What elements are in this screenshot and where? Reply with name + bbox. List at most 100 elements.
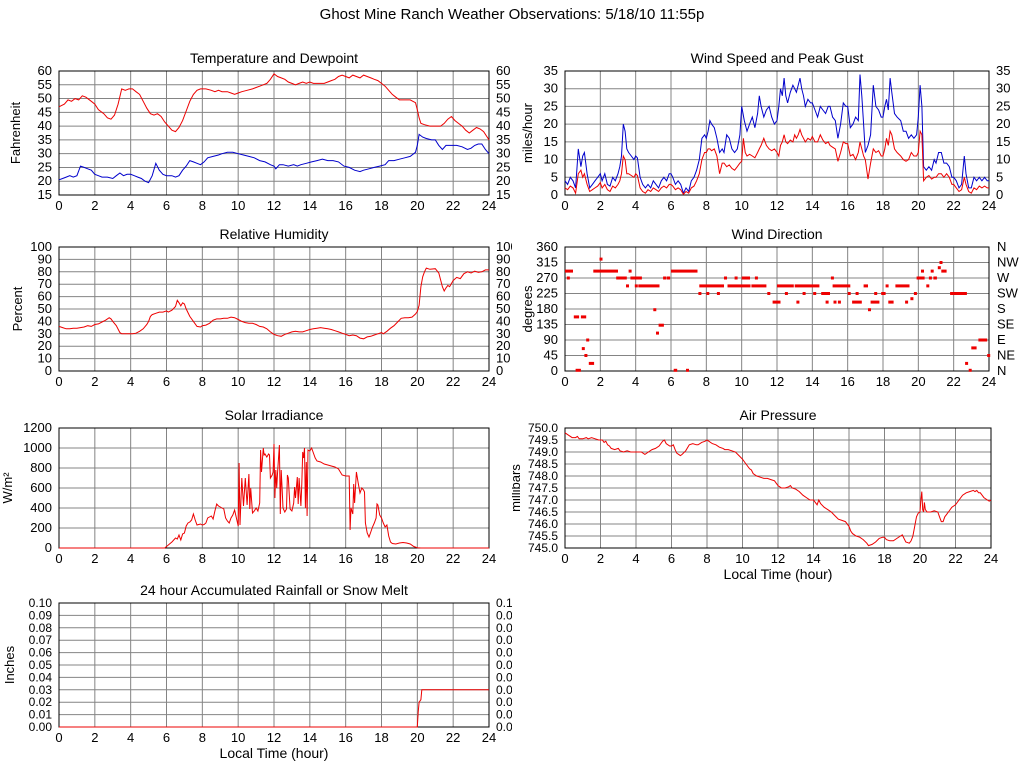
x-tick-label: 22 (948, 551, 962, 566)
y-tick-label: 15 (544, 134, 558, 149)
compass-label: N (997, 363, 1006, 378)
x-tick-label: 8 (199, 198, 206, 213)
y-tick-label: 25 (496, 159, 510, 174)
y-tick-label: 40 (496, 118, 510, 133)
y-tick-label: 0 (996, 187, 1003, 202)
x-tick-label: 16 (840, 198, 854, 213)
x-axis-tick-labels: 0 2 4 6 8 10 12 14 16 18 20 22 24 (55, 198, 496, 213)
y-tick-label: 60 (496, 289, 510, 304)
y-tick-label: 0 (551, 363, 558, 378)
y-tick-label: 1200 (23, 420, 52, 435)
plot-frame (58, 70, 490, 196)
y-axis-tick-labels-left: 0 200 400 600 800 1000 1200 (23, 420, 52, 555)
y-tick-label: 225 (536, 286, 558, 301)
x-tick-label: 6 (667, 198, 674, 213)
y-tick-label: 748.5 (528, 457, 558, 471)
series-relative-humidity (58, 267, 489, 340)
y-tick-label: 40 (38, 118, 52, 133)
y-tick-label: 100 (496, 239, 512, 254)
y-tick-label: 0.00 (496, 720, 512, 734)
x-tick-label: 14 (805, 198, 819, 213)
y-tick-label: 40 (38, 313, 52, 328)
y-tick-label: 10 (996, 152, 1010, 167)
x-tick-label: 6 (163, 374, 170, 389)
y-axis-label: Fahrenheit (8, 102, 23, 165)
chart-relative-humidity: 0 10 20 30 40 50 60 70 80 90 100 0 10 20 30 40 50 60 70 80 9… (0, 222, 518, 407)
y-tick-label: 0.01 (29, 708, 53, 722)
y-tick-label: 0.08 (496, 621, 512, 635)
x-tick-label: 0 (55, 551, 62, 566)
y-tick-label: 60 (38, 289, 52, 304)
x-tick-label: 22 (946, 374, 960, 389)
x-tick-label: 20 (410, 730, 424, 745)
x-tick-label: 14 (303, 374, 317, 389)
y-tick-label: 0.06 (29, 646, 53, 660)
y-tick-label: 90 (496, 251, 510, 266)
grid-lines (59, 603, 489, 727)
temperature-figure: 1520253035404550556015202530354045505560… (8, 50, 510, 213)
x-tick-label: 2 (91, 374, 98, 389)
x-tick-label: 2 (91, 198, 98, 213)
y-tick-label: 15 (996, 134, 1010, 149)
x-tick-label: 24 (482, 730, 496, 745)
y-tick-label: 10 (38, 351, 52, 366)
x-tick-label: 0 (561, 551, 568, 566)
x-tick-label: 6 (163, 730, 170, 745)
chart-title: Air Pressure (739, 407, 816, 423)
x-tick-label: 24 (984, 551, 998, 566)
x-tick-label: 4 (632, 374, 639, 389)
y-tick-label: 400 (30, 500, 52, 515)
x-tick-label: 4 (127, 730, 134, 745)
y-tick-label: 0.09 (496, 608, 512, 622)
x-tick-label: 16 (338, 730, 352, 745)
y-tick-label: 200 (30, 520, 52, 535)
x-tick-label: 4 (127, 374, 134, 389)
plot-frame (564, 70, 990, 196)
compass-label: SE (997, 317, 1015, 332)
x-tick-label: 2 (597, 374, 604, 389)
y-axis-tick-labels-left: 0.000.010.020.030.040.050.060.070.080.09… (29, 596, 53, 734)
x-tick-label: 14 (303, 198, 317, 213)
compass-label: N (997, 239, 1006, 254)
x-tick-label: 4 (127, 198, 134, 213)
x-tick-label: 4 (127, 551, 134, 566)
x-tick-label: 10 (734, 198, 748, 213)
y-axis-tick-labels-right: 0.000.010.020.030.040.050.060.070.080.09… (496, 596, 520, 734)
page-title: Ghost Mine Ranch Weather Observations: 5… (319, 6, 705, 23)
y-tick-label: 746.5 (528, 505, 558, 519)
y-tick-label: 10 (496, 351, 510, 366)
y-tick-label: 25 (996, 98, 1010, 113)
series-dewpoint (58, 133, 490, 184)
grid-lines (565, 247, 989, 371)
chart-title: Relative Humidity (220, 226, 329, 242)
y-tick-label: 0.09 (29, 608, 53, 622)
compass-label: W (997, 270, 1010, 285)
y-tick-label: 30 (38, 146, 52, 161)
x-tick-label: 14 (303, 551, 317, 566)
y-tick-label: 745.0 (528, 541, 558, 555)
y-tick-label: 747.5 (528, 481, 558, 495)
y-tick-label: 360 (536, 239, 558, 254)
y-tick-label: 0.06 (496, 646, 512, 660)
y-tick-label: 35 (544, 63, 558, 78)
y-tick-label: 0.04 (496, 670, 512, 684)
y-tick-label: 90 (38, 251, 52, 266)
compass-label: E (997, 332, 1006, 347)
chart-rainfall: 0.00 0.01 0.02 0.03 0.04 0.05 0.06 0.07 0.08 0.09… (0, 582, 520, 773)
y-tick-label: 45 (496, 104, 510, 119)
y-axis-tick-labels-right: 0 5 10 15 20 25 30 35 (996, 63, 1010, 202)
x-tick-label: 20 (911, 198, 925, 213)
y-axis-tick-labels-left: 0 5 10 15 20 25 30 35 (544, 63, 558, 202)
y-tick-label: 45 (38, 104, 52, 119)
y-tick-label: 0.02 (29, 695, 53, 709)
x-tick-label: 10 (735, 551, 749, 566)
x-tick-label: 6 (163, 198, 170, 213)
x-tick-label: 2 (597, 551, 604, 566)
y-tick-label: 10 (544, 152, 558, 167)
x-tick-label: 12 (267, 198, 281, 213)
rainfall-figure: 0.000.010.020.030.040.050.060.070.080.09… (2, 582, 520, 761)
y-tick-label: 30 (544, 81, 558, 96)
